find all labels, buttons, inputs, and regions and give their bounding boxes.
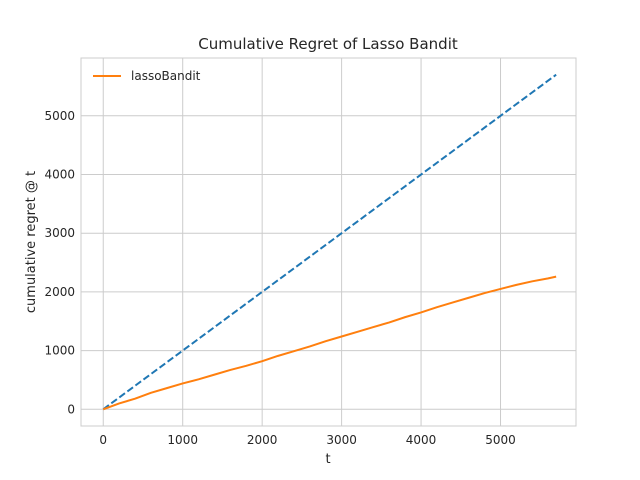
legend: lassoBandit xyxy=(93,69,201,83)
x-axis-title: t xyxy=(325,452,330,467)
plot-frame xyxy=(80,57,577,427)
x-tick-label-2000: 2000 xyxy=(247,433,278,447)
series-line-lassobandit xyxy=(102,275,557,411)
y-tick-label-5000: 5000 xyxy=(44,109,75,123)
x-tick-label-4000: 4000 xyxy=(406,433,437,447)
x-tick-label-1000: 1000 xyxy=(167,433,198,447)
y-tick-label-4000: 4000 xyxy=(44,168,75,182)
x-tick-label-5000: 5000 xyxy=(485,433,516,447)
y-tick-label-3000: 3000 xyxy=(44,226,75,240)
y-tick-label-1000: 1000 xyxy=(44,344,75,358)
y-tick-label-2000: 2000 xyxy=(44,285,75,299)
series-layer xyxy=(102,73,557,411)
tick-label-layer: 0 1000 2000 3000 4000 5000 0 1000 2000 3000 4000 50… xyxy=(44,109,515,447)
x-tick-label-0: 0 xyxy=(99,433,107,447)
grid-layer xyxy=(81,58,576,426)
series-line-1 xyxy=(102,73,557,411)
y-axis-title: cumulative regret @ t xyxy=(24,171,39,313)
x-tick-label-3000: 3000 xyxy=(326,433,357,447)
y-tick-label-0: 0 xyxy=(67,402,75,416)
chart-title: Cumulative Regret of Lasso Bandit xyxy=(198,35,458,53)
legend-label-lassobandit: lassoBandit xyxy=(131,69,201,83)
